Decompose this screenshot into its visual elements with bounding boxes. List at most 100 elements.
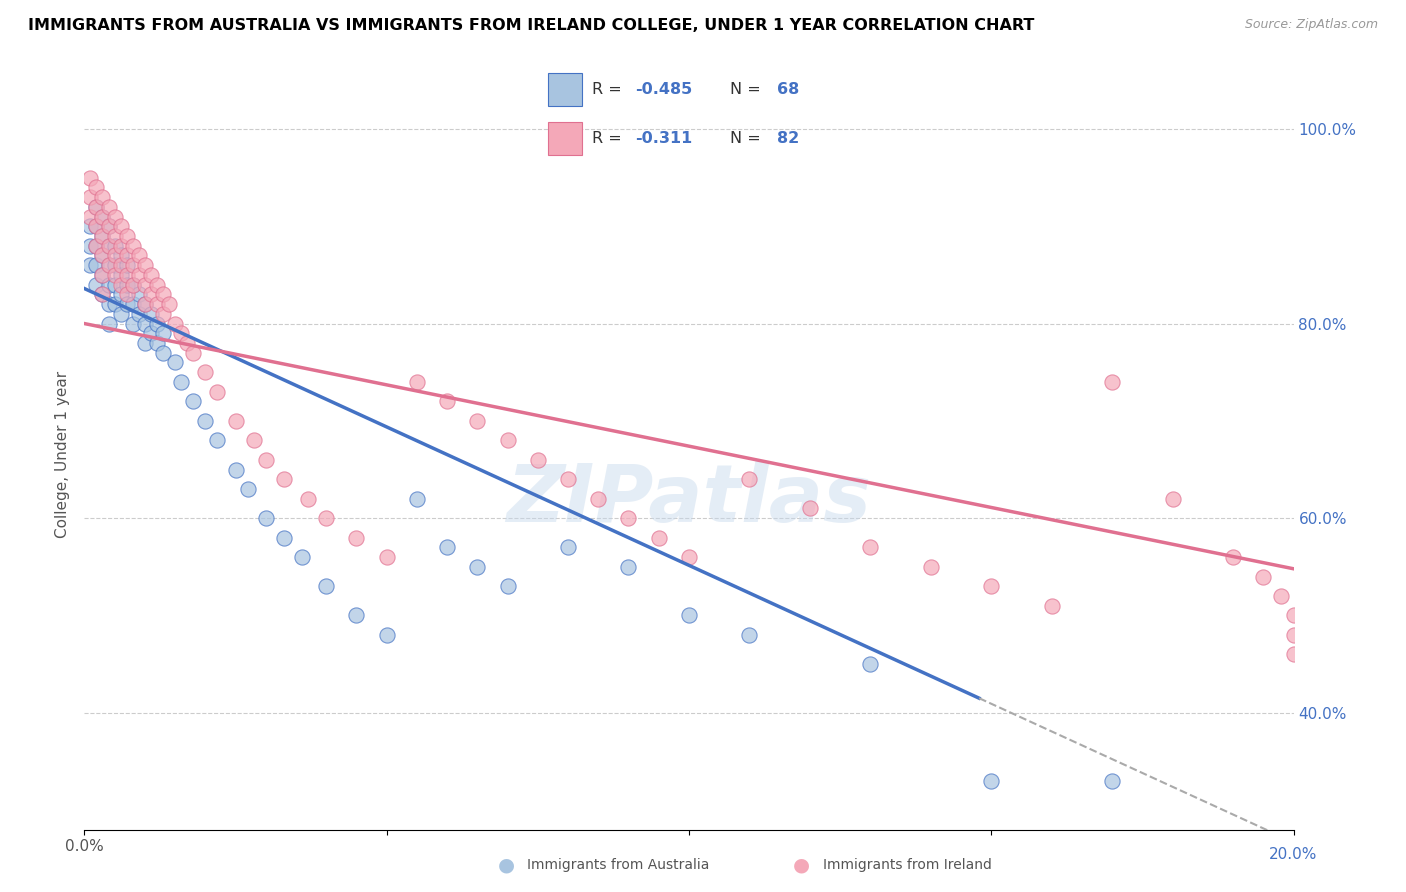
Point xyxy=(920,559,942,574)
Point xyxy=(588,491,610,506)
Point xyxy=(678,608,700,623)
Point xyxy=(176,336,198,351)
Point xyxy=(97,258,120,272)
Point xyxy=(104,238,127,252)
Point xyxy=(1040,599,1063,613)
Point xyxy=(617,511,640,525)
Point xyxy=(115,229,138,244)
Point xyxy=(1161,491,1184,506)
Point xyxy=(236,482,259,496)
Point xyxy=(207,434,229,448)
Point xyxy=(86,200,108,214)
Point xyxy=(121,277,143,292)
Point xyxy=(121,297,143,311)
Point xyxy=(207,384,229,399)
Point xyxy=(110,238,132,252)
Point xyxy=(86,200,108,214)
Point xyxy=(128,248,150,262)
Point xyxy=(91,287,114,301)
Point xyxy=(1282,648,1305,662)
Point xyxy=(617,559,640,574)
Point xyxy=(104,277,127,292)
Point xyxy=(104,297,127,311)
Point xyxy=(121,258,143,272)
Point xyxy=(315,579,337,593)
Point xyxy=(315,511,337,525)
Point xyxy=(115,258,138,272)
Point xyxy=(1101,375,1123,389)
Point xyxy=(291,550,314,565)
Point xyxy=(648,531,671,545)
Point xyxy=(242,434,264,448)
Point xyxy=(134,297,156,311)
Point xyxy=(467,414,489,428)
Point xyxy=(157,297,180,311)
Text: Source: ZipAtlas.com: Source: ZipAtlas.com xyxy=(1244,18,1378,31)
Point xyxy=(110,268,132,282)
Text: IMMIGRANTS FROM AUSTRALIA VS IMMIGRANTS FROM IRELAND COLLEGE, UNDER 1 YEAR CORRE: IMMIGRANTS FROM AUSTRALIA VS IMMIGRANTS … xyxy=(28,18,1035,33)
Text: ●: ● xyxy=(793,855,810,875)
Text: -0.485: -0.485 xyxy=(636,81,693,96)
Point xyxy=(115,268,138,282)
Point xyxy=(91,268,114,282)
Point xyxy=(91,248,114,262)
Point xyxy=(128,268,150,282)
Point xyxy=(128,287,150,301)
Point xyxy=(146,277,169,292)
Point xyxy=(146,336,169,351)
Point xyxy=(152,287,174,301)
Point xyxy=(91,248,114,262)
Point xyxy=(91,210,114,224)
Point xyxy=(110,258,132,272)
Point xyxy=(799,501,821,516)
Point xyxy=(97,297,120,311)
Point xyxy=(86,238,108,252)
Point xyxy=(134,317,156,331)
Point xyxy=(134,297,156,311)
Point xyxy=(297,491,319,506)
Point xyxy=(139,326,162,341)
Point xyxy=(980,773,1002,788)
Point xyxy=(97,219,120,234)
Point xyxy=(678,550,700,565)
Point xyxy=(115,287,138,301)
Point xyxy=(375,628,398,642)
Point xyxy=(110,307,132,321)
Point xyxy=(115,297,138,311)
Point xyxy=(121,317,143,331)
Point xyxy=(121,238,143,252)
Point xyxy=(97,238,120,252)
Point xyxy=(1270,589,1292,603)
Point xyxy=(91,287,114,301)
Point xyxy=(104,258,127,272)
Point xyxy=(86,180,108,194)
Point xyxy=(79,190,101,204)
Point xyxy=(225,414,247,428)
Point xyxy=(91,229,114,244)
Text: ZIPatlas: ZIPatlas xyxy=(506,461,872,539)
Point xyxy=(134,258,156,272)
Point xyxy=(170,375,193,389)
Point xyxy=(86,258,108,272)
Text: 82: 82 xyxy=(778,131,800,146)
Point xyxy=(980,579,1002,593)
Text: ●: ● xyxy=(498,855,515,875)
Point xyxy=(146,317,169,331)
Point xyxy=(139,268,162,282)
Text: R =: R = xyxy=(592,131,627,146)
Point xyxy=(97,238,120,252)
Point xyxy=(104,210,127,224)
Point xyxy=(181,345,204,359)
Point xyxy=(859,657,882,672)
Point xyxy=(79,238,101,252)
Text: Immigrants from Ireland: Immigrants from Ireland xyxy=(823,858,991,872)
Point xyxy=(152,345,174,359)
Point xyxy=(194,414,217,428)
Text: 68: 68 xyxy=(778,81,800,96)
Point xyxy=(91,190,114,204)
Point xyxy=(194,365,217,379)
Point xyxy=(346,608,368,623)
Text: Immigrants from Australia: Immigrants from Australia xyxy=(527,858,710,872)
Point xyxy=(97,200,120,214)
Point xyxy=(346,531,368,545)
